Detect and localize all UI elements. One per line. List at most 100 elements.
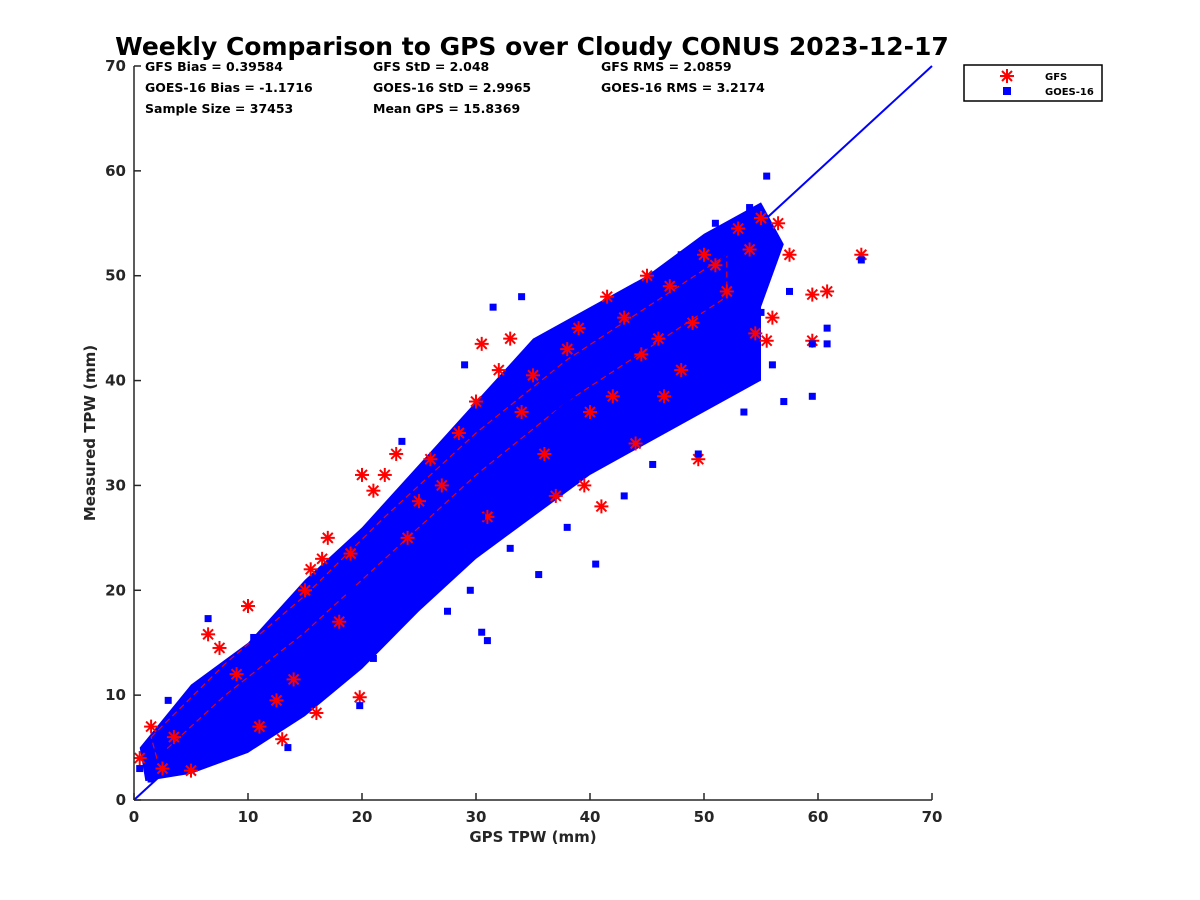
gfs-point bbox=[268, 692, 285, 709]
goes-point bbox=[552, 445, 560, 453]
goes-point bbox=[364, 565, 372, 573]
gfs-point bbox=[593, 498, 610, 515]
goes-point bbox=[136, 765, 144, 773]
goes-point bbox=[356, 702, 364, 710]
gfs-point bbox=[154, 760, 171, 777]
x-tick-label: 10 bbox=[238, 808, 259, 826]
goes-point bbox=[823, 324, 831, 332]
gfs-point bbox=[684, 314, 701, 331]
gfs-point bbox=[604, 388, 621, 405]
goes-point bbox=[620, 492, 628, 500]
goes-point bbox=[301, 670, 309, 678]
goes-point bbox=[461, 361, 469, 369]
goes-point bbox=[387, 534, 394, 542]
x-tick-label: 20 bbox=[352, 808, 373, 826]
x-tick-label: 30 bbox=[466, 808, 487, 826]
gfs-point bbox=[513, 404, 530, 421]
gfs-point bbox=[490, 362, 507, 379]
gfs-point bbox=[285, 671, 302, 688]
y-ticks: 0 10 20 30 40 50 60 70 bbox=[105, 57, 141, 809]
goes-point bbox=[210, 733, 218, 741]
goes-point bbox=[347, 586, 355, 594]
goes-point bbox=[632, 345, 640, 353]
gfs-point bbox=[582, 404, 598, 421]
gfs-point bbox=[747, 325, 764, 342]
gfs-point bbox=[718, 283, 735, 300]
gfs-point bbox=[781, 246, 798, 263]
gfs-point bbox=[433, 477, 450, 494]
gfs-point bbox=[319, 529, 336, 546]
goes-point bbox=[711, 219, 719, 227]
goes-point bbox=[757, 308, 765, 316]
gfs-point bbox=[422, 451, 439, 468]
goes-point bbox=[677, 251, 685, 259]
gfs-point bbox=[650, 330, 667, 347]
goes-point bbox=[763, 172, 771, 180]
gfs-point bbox=[468, 393, 484, 410]
goes-point bbox=[409, 597, 417, 605]
gfs-point bbox=[308, 704, 325, 721]
gfs-point bbox=[331, 613, 348, 630]
legend-goes-marker bbox=[1003, 87, 1011, 95]
legend: GFS GOES-16 bbox=[963, 64, 1103, 102]
goes-point bbox=[857, 256, 865, 264]
gfs-point bbox=[656, 388, 673, 405]
gfs-point bbox=[770, 215, 787, 232]
gfs-point bbox=[342, 545, 359, 562]
goes-point bbox=[238, 691, 246, 699]
gfs-point bbox=[302, 561, 319, 578]
goes-point bbox=[147, 775, 155, 783]
gfs-point bbox=[741, 241, 758, 258]
y-tick-label: 50 bbox=[105, 267, 126, 285]
legend-gfs-marker bbox=[999, 68, 1015, 84]
goes-point bbox=[495, 419, 503, 427]
goes-point bbox=[609, 429, 617, 437]
gfs-point bbox=[297, 582, 313, 599]
y-tick-label: 10 bbox=[105, 686, 126, 704]
stat-gfs-std: GFS StD = 2.048 bbox=[373, 59, 489, 74]
goes-point bbox=[649, 460, 657, 468]
goes-density-cloud bbox=[139, 202, 784, 782]
goes-point bbox=[723, 345, 731, 353]
goes-point bbox=[483, 637, 491, 645]
gfs-point bbox=[354, 466, 370, 483]
gfs-point bbox=[134, 750, 148, 767]
goes-point bbox=[273, 644, 280, 652]
goes-point bbox=[694, 450, 702, 458]
legend-goes-label: GOES-16 bbox=[1045, 87, 1094, 98]
series-layer bbox=[134, 172, 870, 783]
goes-point bbox=[489, 303, 497, 311]
goes-point bbox=[823, 340, 831, 348]
x-ticks: 0 10 20 30 40 50 60 70 bbox=[129, 793, 942, 826]
gfs-point bbox=[314, 550, 331, 567]
gfs-point bbox=[165, 729, 182, 746]
gfs-point bbox=[764, 309, 781, 326]
goes-point bbox=[643, 419, 651, 427]
reference-line bbox=[133, 65, 933, 801]
goes-point bbox=[335, 675, 343, 683]
gfs-point bbox=[753, 210, 769, 227]
gfs-point bbox=[559, 341, 576, 358]
goes-point bbox=[586, 466, 594, 474]
gfs-point bbox=[627, 435, 644, 452]
stat-mean-gps: Mean GPS = 15.8369 bbox=[373, 101, 520, 116]
gfs-point bbox=[696, 246, 712, 263]
goes-point bbox=[159, 749, 166, 757]
gfs-point bbox=[576, 477, 593, 494]
gfs-point bbox=[502, 330, 519, 347]
gfs-point bbox=[819, 283, 836, 300]
y-axis-label: Measured TPW (mm) bbox=[81, 345, 99, 521]
stats-block: GFS Bias = 0.39584 GFS StD = 2.048 GFS R… bbox=[145, 59, 765, 116]
gfs-point bbox=[536, 445, 553, 462]
goes-point bbox=[432, 550, 440, 558]
y-tick-label: 0 bbox=[116, 791, 126, 809]
goes-point bbox=[295, 607, 303, 615]
goes-point bbox=[540, 340, 548, 348]
goes-point bbox=[780, 398, 788, 406]
y-tick-label: 40 bbox=[105, 372, 126, 390]
gfs-point bbox=[399, 529, 416, 546]
gfs-point bbox=[616, 309, 633, 326]
goes-point bbox=[398, 437, 406, 445]
gfs-point bbox=[804, 286, 821, 303]
gfs-point bbox=[211, 639, 228, 656]
